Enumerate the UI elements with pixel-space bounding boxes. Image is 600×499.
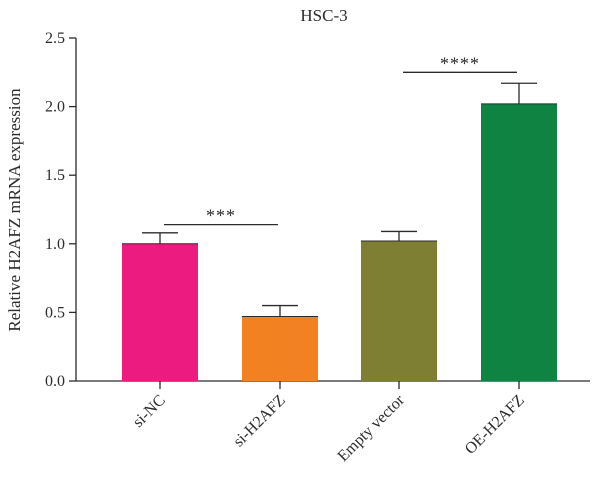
y-tick-label: 1.0 [45,236,65,253]
y-tick-label: 0.5 [45,304,65,321]
x-tick-label: si-NC [130,392,169,431]
y-axis-label: Relative H2AFZ mRNA expression [5,88,24,332]
x-tick-label: OE-H2AFZ [462,392,528,458]
significance-label: *** [206,206,236,226]
y-tick-label: 0.0 [45,373,65,390]
x-tick-label: si-H2AFZ [230,392,289,451]
plot-area: 0.0 0.5 1.0 1.5 2.0 2.5 si-NC si-H2AFZ Empty vec… [45,30,590,465]
x-tick-label: Empty vector [335,391,409,465]
bar-si-nc [122,243,198,381]
bar-oe-h2afz [481,103,557,381]
y-tick-label: 2.0 [45,99,65,116]
bar-si-h2afz [242,316,318,381]
y-tick-label: 2.5 [45,30,65,47]
chart-title: HSC-3 [300,6,347,25]
significance-label: **** [440,53,480,73]
y-tick-label: 1.5 [45,167,65,184]
bar-empty-vector [361,241,437,381]
